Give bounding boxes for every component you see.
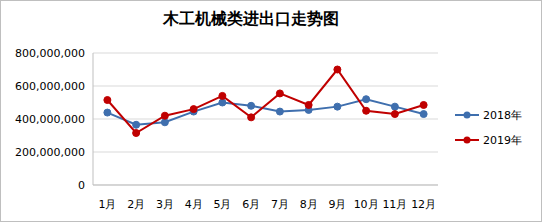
x-tick-label: 11月 <box>382 198 407 211</box>
point <box>219 92 226 99</box>
point <box>276 90 283 97</box>
grid-line <box>93 119 438 120</box>
y-tick-label: 400,000,000 <box>15 113 85 126</box>
grid-line <box>93 152 438 153</box>
chart-border <box>1 1 542 222</box>
point <box>161 112 168 119</box>
y-tick-label: 200,000,000 <box>15 146 85 159</box>
x-axis <box>93 185 438 186</box>
y-axis <box>93 53 94 185</box>
point <box>219 99 226 106</box>
plot-area <box>104 66 427 137</box>
y-tick-label: 600,000,000 <box>15 80 85 93</box>
legend-label: 2019年 <box>483 134 522 147</box>
y-tick-label: 800,000,000 <box>15 47 85 60</box>
point <box>190 106 197 113</box>
grid-line <box>93 53 438 54</box>
point <box>420 111 427 118</box>
x-tick-label: 7月 <box>271 198 289 211</box>
x-tick-label: 1月 <box>98 198 116 211</box>
point <box>104 109 111 116</box>
point <box>334 103 341 110</box>
legend-label: 2018年 <box>483 109 522 122</box>
point <box>305 101 312 108</box>
point <box>391 111 398 118</box>
x-tick-label: 12月 <box>411 198 436 211</box>
point <box>248 114 255 121</box>
point <box>104 97 111 104</box>
legend-marker <box>464 137 471 144</box>
point <box>420 101 427 108</box>
point <box>161 119 168 126</box>
x-tick-label: 8月 <box>300 198 318 211</box>
point <box>276 108 283 115</box>
x-tick-label: 9月 <box>328 198 346 211</box>
chart: 木工机械类进出口走势图 0 200,000,000 400,000,000 600,00… <box>0 0 542 222</box>
point <box>391 103 398 110</box>
grid-line <box>93 86 438 87</box>
point <box>363 96 370 103</box>
grid-line <box>93 185 438 186</box>
x-tick-label: 6月 <box>242 198 260 211</box>
series-line <box>107 70 423 134</box>
y-tick-label: 0 <box>78 179 85 192</box>
point <box>334 66 341 73</box>
x-tick-label: 10月 <box>354 198 379 211</box>
legend-marker <box>464 112 471 119</box>
point <box>363 107 370 114</box>
x-tick-label: 3月 <box>156 198 174 211</box>
x-tick-label: 2月 <box>127 198 145 211</box>
x-tick-label: 5月 <box>213 198 231 211</box>
point <box>133 130 140 137</box>
x-tick-label: 4月 <box>185 198 203 211</box>
title: 木工机械类进出口走势图 <box>162 9 339 28</box>
point <box>133 121 140 128</box>
point <box>248 102 255 109</box>
